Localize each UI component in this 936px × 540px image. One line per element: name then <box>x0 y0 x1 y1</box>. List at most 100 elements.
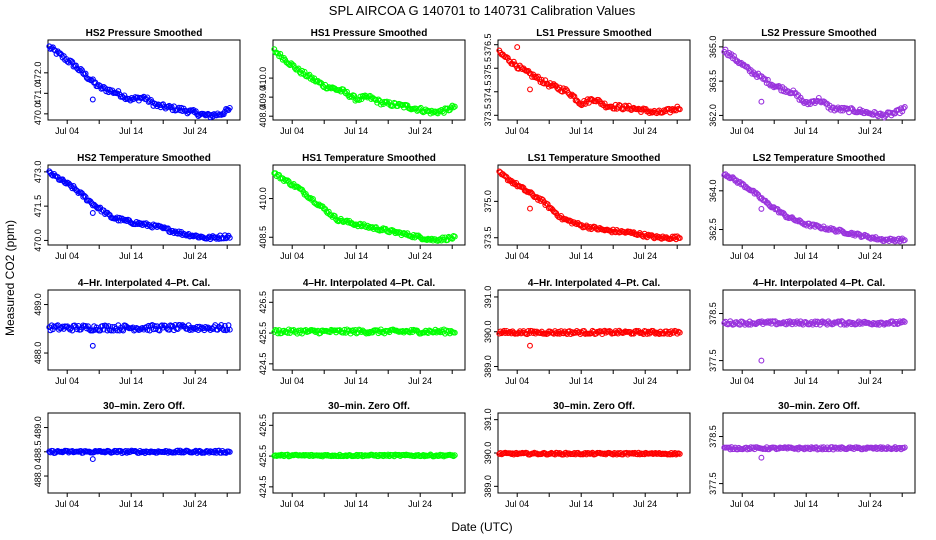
data-point <box>554 449 561 456</box>
x-tick-label: Jul 24 <box>858 499 882 509</box>
x-tick-label: Jul 04 <box>55 126 79 136</box>
data-point <box>669 106 676 112</box>
data-point <box>94 326 101 333</box>
y-tick-label: 472.0 <box>33 62 43 85</box>
x-tick-label: Jul 14 <box>794 499 818 509</box>
data-point <box>762 76 769 83</box>
data-points <box>496 327 683 349</box>
panel-6: LS1 Temperature Smoothed 373.5 375.0 Jul 04… <box>483 153 691 261</box>
x-tick-label: Jul 24 <box>183 251 207 261</box>
y-tick-label: 425.5 <box>258 322 268 345</box>
data-point <box>451 233 458 240</box>
panel-grid: HS2 Pressure Smoothed470.0471.0472.0Jul … <box>33 28 916 509</box>
panel-9: 4–Hr. Interpolated 4–Pt. Cal. 424.5 425.5 4… <box>258 278 466 386</box>
data-point <box>375 96 382 103</box>
data-points <box>271 326 458 337</box>
y-tick-label: 378.5 <box>708 302 718 325</box>
data-point <box>731 52 737 59</box>
x-tick-label: Jul 04 <box>730 251 754 261</box>
panel-frame <box>722 412 916 494</box>
x-tick-label: Jul 14 <box>794 376 818 386</box>
data-point <box>812 318 819 325</box>
x-tick-label: Jul 04 <box>280 376 304 386</box>
data-point <box>202 324 209 330</box>
outlier-point <box>758 98 765 105</box>
y-tick-label: 473.0 <box>33 161 43 184</box>
y-tick-label: 426.5 <box>258 414 268 437</box>
data-point <box>853 444 860 451</box>
data-point <box>99 322 106 329</box>
y-tick-label: 389.0 <box>483 475 493 498</box>
x-tick-label: Jul 04 <box>730 126 754 136</box>
outlier-point <box>527 86 533 93</box>
data-point <box>901 318 908 325</box>
panel-title: HS2 Pressure Smoothed <box>86 28 203 39</box>
outlier-point <box>758 454 765 461</box>
y-tick-label: 408.5 <box>258 226 268 249</box>
panel-title: HS1 Pressure Smoothed <box>311 28 428 39</box>
data-point <box>450 453 457 460</box>
x-tick-label: Jul 24 <box>633 251 657 261</box>
data-point <box>273 327 280 334</box>
data-point <box>72 62 79 69</box>
x-tick-label: Jul 14 <box>119 251 143 261</box>
data-point <box>532 73 539 80</box>
data-points <box>496 449 683 458</box>
data-point <box>151 322 158 329</box>
data-point <box>449 452 456 459</box>
y-tick-label: 362.5 <box>708 218 718 241</box>
y-tick-label: 362.0 <box>708 104 718 127</box>
x-tick-label: Jul 04 <box>55 251 79 261</box>
x-tick-label: Jul 14 <box>569 126 593 136</box>
data-point <box>417 104 424 111</box>
x-tick-label: Jul 14 <box>119 126 143 136</box>
panel-frame <box>47 164 241 246</box>
x-tick-label: Jul 14 <box>344 126 368 136</box>
panel-title: 30–min. Zero Off. <box>553 401 635 412</box>
y-tick-label: 389.0 <box>483 355 493 378</box>
x-tick-label: Jul 04 <box>730 376 754 386</box>
data-point <box>625 102 632 109</box>
panel-frame <box>722 39 916 121</box>
outlier-point <box>758 205 765 212</box>
panel-title: LS1 Temperature Smoothed <box>528 153 661 164</box>
data-point <box>310 196 316 202</box>
outlier-point <box>758 357 765 364</box>
data-point <box>451 329 458 336</box>
y-tick-label: 489.0 <box>33 416 43 439</box>
data-points <box>46 43 233 121</box>
data-point <box>57 50 64 57</box>
data-points <box>496 44 683 117</box>
y-tick-label: 470.0 <box>33 229 43 252</box>
x-tick-label: Jul 04 <box>730 499 754 509</box>
x-tick-label: Jul 14 <box>569 251 593 261</box>
x-tick-label: Jul 04 <box>280 126 304 136</box>
panel-title: 30–min. Zero Off. <box>103 401 185 412</box>
data-point <box>901 237 908 244</box>
x-tick-label: Jul 14 <box>794 251 818 261</box>
figure-title: SPL AIRCOA G 140701 to 140731 Calibratio… <box>329 3 636 18</box>
data-point <box>218 322 225 328</box>
y-tick-label: 364.0 <box>708 180 718 203</box>
y-tick-label: 391.0 <box>483 408 493 431</box>
panel-4: HS2 Temperature Smoothed 470.0 471.5 473.0 J… <box>33 153 241 261</box>
data-point <box>80 70 87 77</box>
outlier-point <box>89 210 96 216</box>
data-point <box>566 91 573 98</box>
y-axis-label: Measured CO2 (ppm) <box>3 220 17 336</box>
panel-frame <box>272 164 466 246</box>
y-tick-label: 375.5 <box>483 57 493 80</box>
data-point <box>77 189 84 196</box>
y-tick-label: 375.0 <box>483 190 493 213</box>
y-tick-label: 488.0 <box>33 465 43 488</box>
panel-2: LS1 Pressure Smoothed 373.5374.5375.5376.… <box>483 28 691 136</box>
data-point <box>74 326 81 333</box>
data-point <box>373 97 379 103</box>
data-point <box>120 327 127 334</box>
panel-title: LS2 Pressure Smoothed <box>761 28 877 39</box>
y-tick-label: 390.0 <box>483 442 493 465</box>
x-tick-label: Jul 04 <box>55 376 79 386</box>
data-point <box>564 216 571 223</box>
data-point <box>226 448 233 455</box>
panel-frame <box>497 39 691 121</box>
